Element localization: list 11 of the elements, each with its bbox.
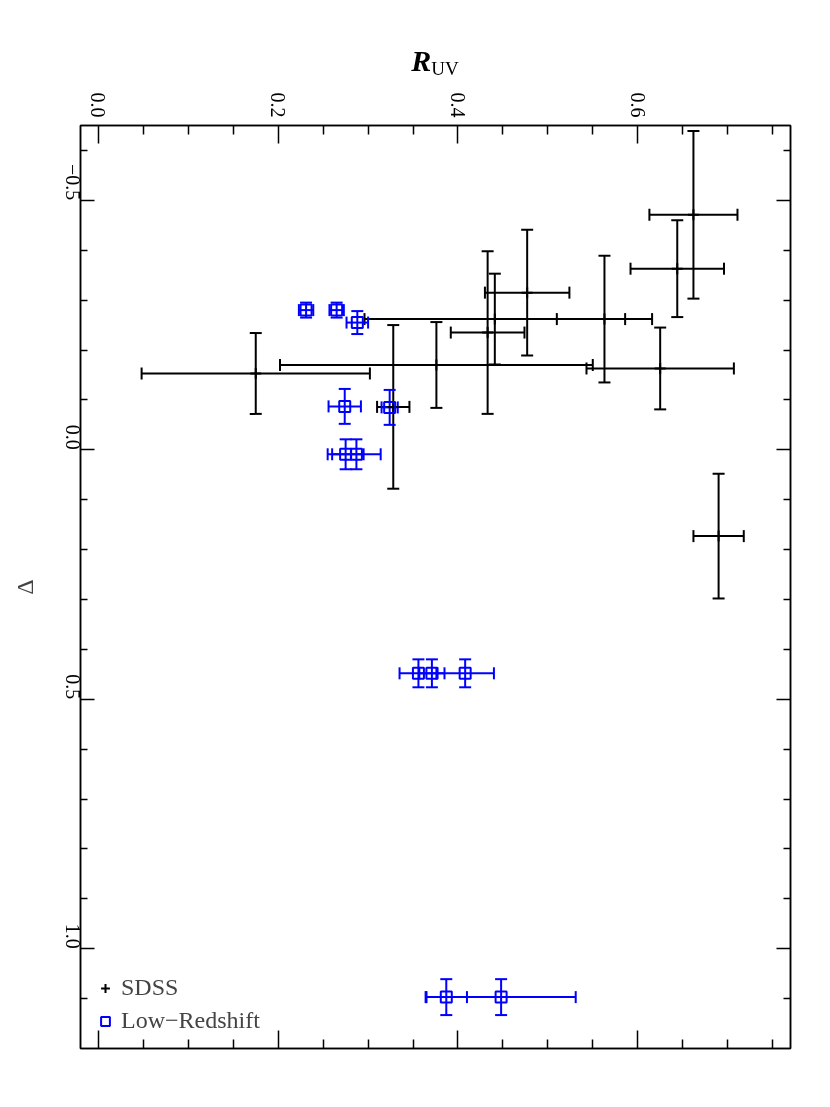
x-tick-label: 0.0: [87, 92, 110, 118]
y-tick-label: 0.5: [61, 674, 84, 700]
y-tick-label: 0.0: [61, 424, 84, 450]
y-tick-label: −0.5: [61, 164, 84, 201]
x-tick-label: 0.6: [626, 92, 649, 118]
y-axis-title: Δ: [11, 579, 38, 595]
x-tick-label: 0.2: [267, 92, 290, 118]
x-tick-label: 0.4: [446, 92, 469, 118]
y-tick-label: 1.0: [61, 923, 84, 949]
legend-label: SDSS: [121, 974, 179, 1001]
legend-label: Low−Redshift: [121, 1007, 260, 1034]
